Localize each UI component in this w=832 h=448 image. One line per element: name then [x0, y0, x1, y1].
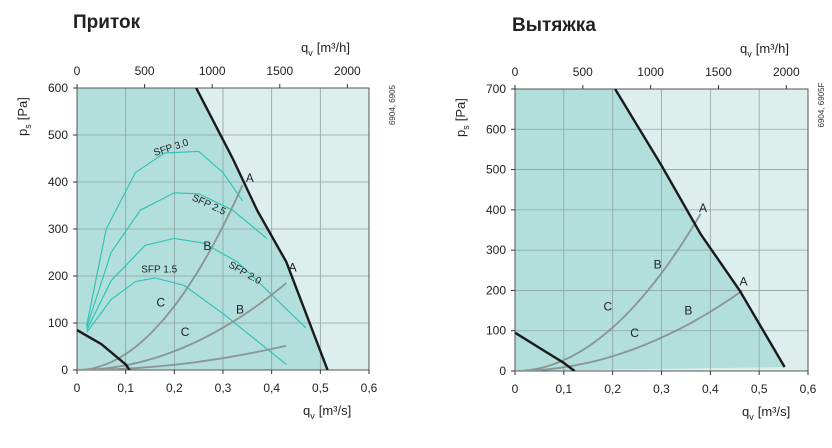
x-bottom-tick-label: 0,4 — [702, 382, 719, 396]
x-bottom-tick-label: 0,6 — [800, 382, 817, 396]
x-bottom-tick-label: 0 — [74, 381, 81, 395]
y-tick-label: 200 — [48, 269, 68, 283]
y-tick-label: 300 — [486, 243, 506, 257]
fan-curve-1 — [515, 331, 576, 371]
fan-curve-1 — [77, 329, 131, 370]
x-top-tick-label: 2000 — [334, 64, 361, 78]
y-tick-label: 400 — [48, 175, 68, 189]
curve-label-C: C — [156, 296, 165, 310]
system-curve-A — [77, 184, 244, 370]
x-top-tick-label: 0 — [74, 64, 81, 78]
y-tick-label: 300 — [48, 222, 68, 236]
curve-label-C: C — [630, 326, 639, 340]
x-bottom-tick-label: 0,2 — [166, 381, 183, 395]
y-tick-label: 100 — [486, 324, 506, 338]
x-top-tick-label: 0 — [512, 65, 519, 79]
x-bottom-tick-label: 0,6 — [361, 381, 378, 395]
y-tick-label: 100 — [48, 316, 68, 330]
x-top-tick-label: 1000 — [637, 65, 664, 79]
x-bottom-tick-label: 0,4 — [263, 381, 280, 395]
x-bottom-tick-label: 0,1 — [117, 381, 134, 395]
y-tick-label: 600 — [486, 122, 506, 136]
x-top-axis-label: qv [m³/h] — [301, 40, 350, 58]
x-bottom-tick-label: 0,5 — [751, 382, 768, 396]
y-tick-label: 400 — [486, 203, 506, 217]
x-bottom-tick-label: 0,1 — [555, 382, 572, 396]
x-top-tick-label: 1500 — [266, 64, 293, 78]
curve-label-C: C — [603, 300, 612, 314]
x-top-tick-label: 500 — [573, 65, 593, 79]
x-bottom-axis-label: qv [m³/s] — [303, 403, 351, 421]
y-tick-label: 0 — [61, 363, 68, 377]
curve-label-B: B — [684, 304, 692, 318]
curve-label-A: A — [740, 275, 748, 289]
curve-label-A: A — [246, 171, 254, 185]
curve-label-B: B — [654, 257, 662, 271]
chart-title: Приток — [73, 12, 141, 33]
y-tick-label: 0 — [499, 364, 506, 378]
side-code: 6904, 6905 — [388, 84, 397, 125]
curves — [77, 88, 329, 370]
x-top-tick-label: 2000 — [773, 65, 800, 79]
x-bottom-tick-label: 0,3 — [653, 382, 670, 396]
fan-curve-0 — [614, 89, 786, 368]
system-curve-B — [77, 282, 287, 370]
y-tick-label: 200 — [486, 283, 506, 297]
sfp-curve-3 — [86, 277, 287, 365]
x-top-tick-label: 500 — [135, 64, 155, 78]
x-bottom-tick-label: 0,2 — [604, 382, 621, 396]
x-top-tick-label: 1000 — [199, 64, 226, 78]
x-bottom-tick-label: 0,5 — [312, 381, 329, 395]
curve-label-A: A — [289, 260, 297, 274]
x-bottom-tick-label: 0,3 — [215, 381, 232, 395]
y-tick-label: 700 — [486, 82, 506, 96]
x-bottom-tick-label: 0 — [512, 382, 519, 396]
curve-label-C: C — [181, 325, 190, 339]
y-tick-label: 600 — [48, 81, 68, 95]
sfp-curve-0 — [86, 150, 243, 326]
curve-label-B: B — [236, 303, 244, 317]
fan-curve-0 — [195, 88, 329, 370]
y-axis-label: ps[Pa] — [15, 97, 33, 136]
system-curve-C — [77, 344, 287, 370]
y-tick-label: 500 — [486, 163, 506, 177]
curve-label-A: A — [699, 201, 707, 215]
curves — [515, 89, 786, 371]
y-tick-label: 500 — [48, 128, 68, 142]
x-top-axis-label: qv [m³/h] — [740, 41, 789, 59]
sfp-label: SFP 1.5 — [141, 265, 177, 276]
sfp-curve-1 — [86, 192, 268, 328]
x-top-tick-label: 1500 — [705, 65, 732, 79]
operating-zone-dark — [515, 89, 785, 371]
system-curve-B — [515, 290, 743, 371]
curve-label-B: B — [203, 239, 211, 253]
side-code: 6904, 6905F — [817, 82, 826, 127]
x-bottom-axis-label: qv [m³/s] — [742, 404, 790, 422]
system-curve-A — [515, 213, 702, 371]
chart-title: Вытяжка — [512, 15, 596, 36]
sfp-curve-2 — [86, 237, 307, 331]
y-axis-label: ps[Pa] — [453, 98, 471, 137]
